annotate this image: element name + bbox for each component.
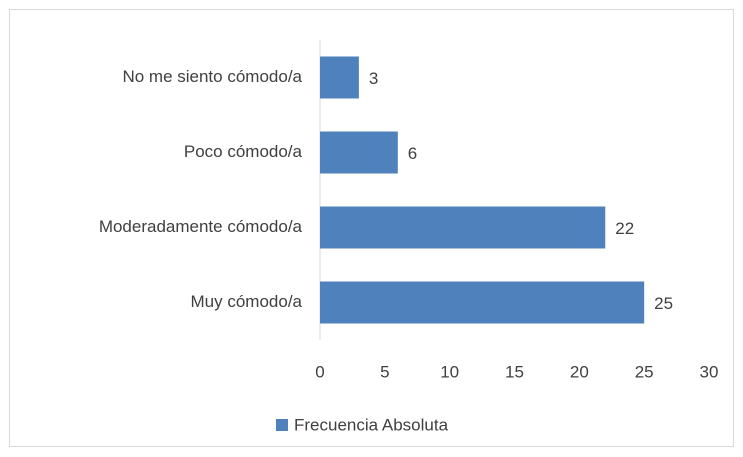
bar bbox=[320, 206, 606, 249]
x-tick-label: 15 bbox=[505, 362, 524, 381]
bar bbox=[320, 56, 359, 99]
data-label: 6 bbox=[408, 144, 417, 163]
x-tick-label: 10 bbox=[440, 362, 459, 381]
y-tick-label: Muy cómodo/a bbox=[191, 292, 303, 311]
data-label: 3 bbox=[369, 69, 378, 88]
data-label: 22 bbox=[615, 219, 634, 238]
x-tick-label: 5 bbox=[380, 362, 389, 381]
x-tick-label: 0 bbox=[315, 362, 324, 381]
legend-label: Frecuencia Absoluta bbox=[294, 415, 449, 434]
y-tick-label: Poco cómodo/a bbox=[184, 142, 303, 161]
x-tick-label: 20 bbox=[570, 362, 589, 381]
bar bbox=[320, 131, 398, 174]
y-tick-label: Moderadamente cómodo/a bbox=[99, 217, 303, 236]
legend-swatch bbox=[276, 419, 288, 431]
x-tick-label: 30 bbox=[700, 362, 719, 381]
x-tick-label: 25 bbox=[635, 362, 654, 381]
data-label: 25 bbox=[654, 294, 673, 313]
bar bbox=[320, 281, 645, 324]
y-tick-label: No me siento cómodo/a bbox=[122, 67, 302, 86]
